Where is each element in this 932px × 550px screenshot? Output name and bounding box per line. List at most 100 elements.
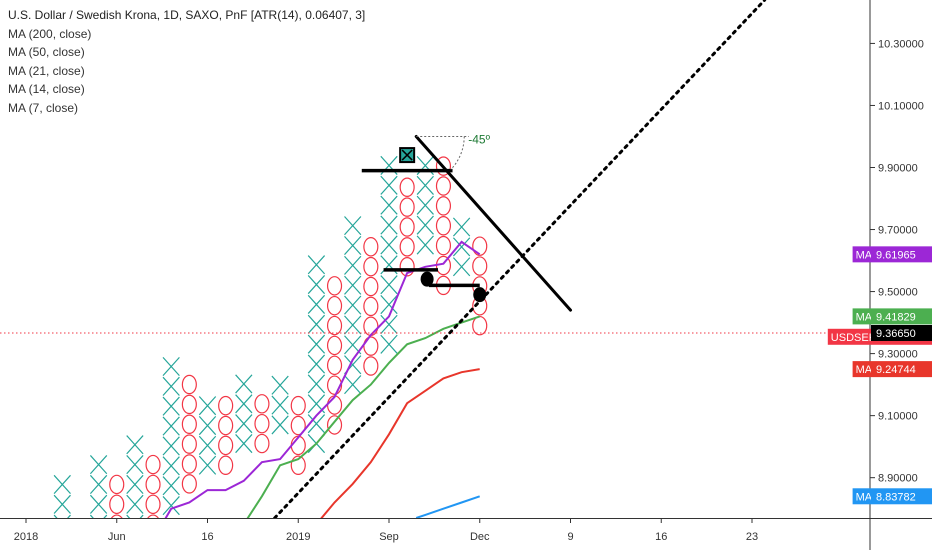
plot-area: -45º: [0, 0, 870, 534]
x-box: [198, 455, 217, 475]
x-tick-label: 2019: [286, 531, 310, 543]
chart-title[interactable]: U.S. Dollar / Swedish Krona, 1D, SAXO, P…: [8, 8, 366, 22]
legend-ma-200[interactable]: MA (200, close): [8, 26, 92, 41]
ma-price-tag-3-prefix: MA: [856, 491, 873, 503]
legend-ma-14[interactable]: MA (14, close): [8, 82, 85, 96]
x-column[interactable]: [452, 217, 471, 277]
x-box: [271, 395, 289, 415]
moving-average-line-2[interactable]: [316, 368, 480, 524]
o-column[interactable]: [254, 394, 270, 454]
o-column[interactable]: [181, 374, 197, 494]
ma-price-tag-3[interactable]: MA 8.83782: [852, 488, 932, 505]
o-box: [181, 374, 197, 395]
x-box: [235, 414, 253, 434]
x-box: [416, 175, 434, 195]
top-marker-x: [401, 149, 413, 161]
legend-ma-7[interactable]: MA (7, close): [8, 100, 79, 115]
o-column[interactable]: [290, 395, 306, 476]
x-box: [307, 414, 326, 434]
o-column[interactable]: [109, 474, 125, 533]
o-column[interactable]: [326, 276, 343, 435]
chart-legend: U.S. Dollar / Swedish Krona, 1D, SAXO, P…: [8, 6, 365, 117]
x-box: [235, 434, 253, 454]
current-price-tag-bg: [871, 324, 932, 341]
o-box: [472, 256, 488, 276]
ma-price-tag-0-bg: [871, 246, 932, 263]
o-box: [435, 176, 452, 196]
x-tick-label: 16: [201, 531, 213, 543]
ma-price-tag-3-prefix-bg: [852, 488, 871, 505]
o-column[interactable]: [399, 177, 415, 277]
x-box: [344, 295, 362, 315]
moving-average-line-0[interactable]: [162, 240, 481, 524]
x-column[interactable]: [344, 216, 362, 395]
angle-label: -45º: [468, 132, 490, 146]
marker-dot[interactable]: [420, 271, 434, 287]
o-box: [326, 375, 343, 395]
symbol-price-tag-prefix: USDSEK: [831, 332, 877, 344]
y-tick-label: 10.30000: [878, 38, 924, 50]
ma-price-tag-1[interactable]: MA 9.41829: [852, 308, 932, 325]
x-tick-label: Jun: [108, 531, 126, 543]
o-column[interactable]: [145, 454, 161, 533]
x-box: [344, 275, 362, 295]
x-box: [380, 215, 398, 235]
x-box: [126, 494, 144, 514]
o-box: [435, 235, 452, 256]
ma-price-tag-2-prefix: MA: [856, 364, 873, 376]
x-box: [89, 514, 108, 518]
o-column[interactable]: [363, 237, 379, 376]
moving-average-line-1[interactable]: [244, 315, 481, 524]
x-box: [162, 356, 180, 377]
x-column[interactable]: [235, 374, 253, 454]
o-box: [326, 355, 343, 376]
o-column[interactable]: [435, 156, 452, 296]
price-tags: MA 9.61965 MA 9.41829 MA 9.24744 MA 8.83782 USDS…: [827, 246, 932, 505]
ma-price-tag-0[interactable]: MA 9.61965: [852, 246, 932, 263]
x-box: [271, 375, 289, 395]
x-box: [344, 255, 362, 275]
x-column[interactable]: [53, 474, 71, 533]
ma-price-tag-2[interactable]: MA 9.24744: [852, 361, 932, 378]
moving-average-line-3[interactable]: [415, 495, 481, 518]
x-column[interactable]: [198, 396, 217, 475]
o-box: [109, 494, 125, 515]
x-box: [162, 496, 180, 516]
symbol-price-tag-prefix-bg: [827, 328, 871, 345]
o-box: [399, 217, 415, 237]
o-box: [399, 177, 415, 198]
o-box: [181, 394, 197, 415]
x-box: [162, 436, 180, 456]
legend-ma-50[interactable]: MA (50, close): [8, 45, 85, 59]
x-column[interactable]: [162, 356, 180, 516]
x-box: [271, 415, 289, 435]
x-box: [235, 394, 253, 414]
x-column[interactable]: [416, 156, 434, 255]
o-column[interactable]: [218, 395, 234, 476]
x-column[interactable]: [271, 375, 289, 435]
x-box: [307, 294, 326, 314]
downtrend-line[interactable]: [414, 134, 572, 312]
o-box: [145, 454, 161, 475]
o-box: [181, 474, 197, 494]
x-tick-label: 9: [567, 531, 573, 543]
o-box: [254, 433, 270, 454]
dotted-trendline[interactable]: [273, 0, 767, 518]
y-tick-label: 9.50000: [878, 287, 918, 299]
current-price-tag-value: 9.36650: [876, 328, 916, 340]
x-box: [380, 195, 398, 215]
ma-price-tag-0-prefix: MA: [856, 249, 873, 261]
marker-dot[interactable]: [473, 287, 487, 303]
x-box: [162, 476, 180, 496]
o-box: [326, 276, 343, 296]
x-column[interactable]: [380, 155, 398, 354]
x-box: [162, 396, 180, 416]
current-price-tag[interactable]: 9.36650: [871, 324, 932, 341]
legend-ma-21[interactable]: MA (21, close): [8, 63, 85, 78]
y-tick-label: 9.10000: [878, 411, 918, 423]
ma-price-tag-1-bg: [871, 308, 932, 325]
x-column[interactable]: [126, 435, 144, 534]
x-column[interactable]: [89, 455, 108, 533]
